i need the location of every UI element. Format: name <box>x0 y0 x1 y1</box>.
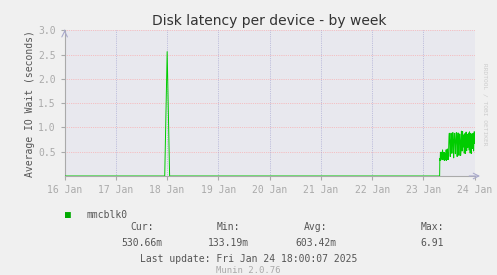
Y-axis label: Average IO Wait (seconds): Average IO Wait (seconds) <box>25 30 35 177</box>
Text: RRDTOOL / TOBI OETIKER: RRDTOOL / TOBI OETIKER <box>482 63 487 146</box>
Text: 6.91: 6.91 <box>420 238 444 248</box>
Title: Disk latency per device - by week: Disk latency per device - by week <box>153 14 387 28</box>
Text: Min:: Min: <box>217 222 241 232</box>
Text: Max:: Max: <box>420 222 444 232</box>
Text: Cur:: Cur: <box>130 222 154 232</box>
Text: 603.42m: 603.42m <box>295 238 336 248</box>
Text: ■: ■ <box>65 210 71 219</box>
Text: 530.66m: 530.66m <box>121 238 162 248</box>
Text: 133.19m: 133.19m <box>208 238 249 248</box>
Text: Munin 2.0.76: Munin 2.0.76 <box>216 266 281 275</box>
Text: Avg:: Avg: <box>304 222 328 232</box>
Text: mmcblk0: mmcblk0 <box>87 210 128 219</box>
Text: Last update: Fri Jan 24 18:00:07 2025: Last update: Fri Jan 24 18:00:07 2025 <box>140 254 357 264</box>
